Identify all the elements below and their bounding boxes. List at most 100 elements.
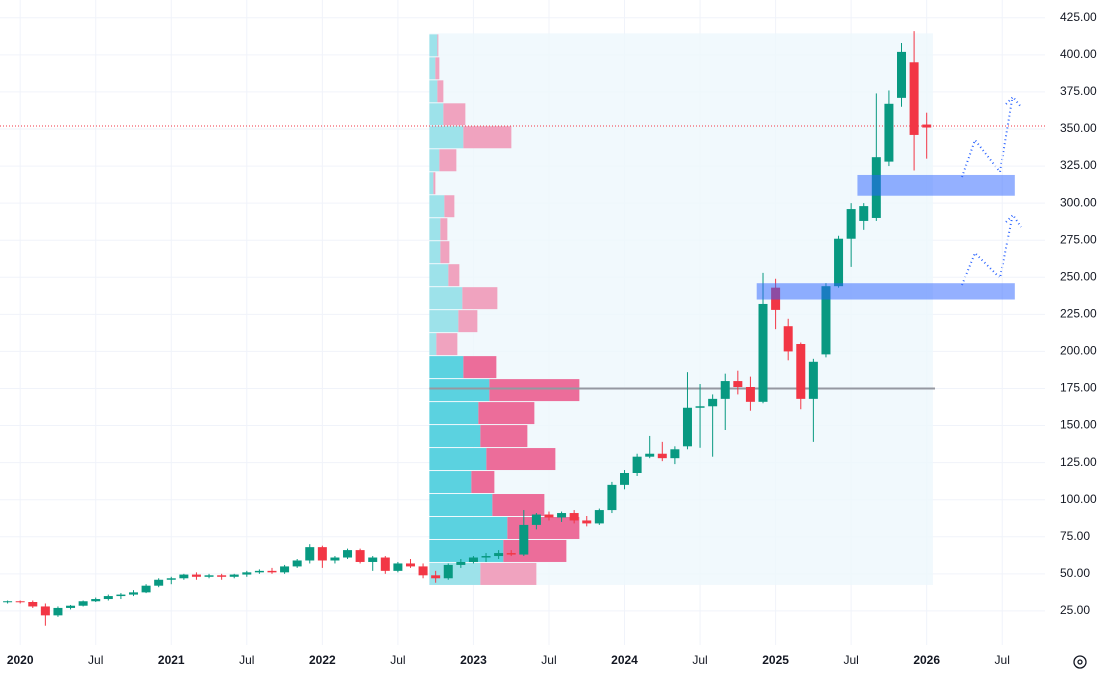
candle-body bbox=[519, 524, 529, 555]
profile-up bbox=[429, 149, 440, 172]
profile-down bbox=[478, 402, 535, 425]
candle-body bbox=[468, 557, 478, 562]
settings-icon[interactable] bbox=[1073, 655, 1087, 669]
candle-body bbox=[66, 605, 76, 608]
profile-up bbox=[429, 310, 459, 333]
candle-body bbox=[254, 570, 264, 573]
candle-body bbox=[204, 575, 214, 577]
profile-up bbox=[429, 172, 434, 195]
candle-body bbox=[380, 557, 390, 571]
profile-up bbox=[429, 57, 436, 80]
candle-body bbox=[78, 601, 88, 606]
profile-up bbox=[429, 34, 438, 57]
profile-down bbox=[443, 103, 466, 126]
candle-body bbox=[443, 564, 453, 579]
x-tick-label: Jul bbox=[692, 653, 707, 667]
y-tick-label: 225.00 bbox=[1060, 307, 1097, 321]
candle-body bbox=[393, 563, 403, 571]
profile-up bbox=[429, 218, 441, 241]
candle-body bbox=[330, 557, 340, 561]
profile-down bbox=[507, 517, 580, 539]
profile-down bbox=[440, 241, 450, 264]
x-tick-label: 2025 bbox=[762, 653, 789, 667]
candle-body bbox=[808, 361, 818, 399]
y-tick-label: 350.00 bbox=[1060, 121, 1097, 135]
candle-body bbox=[531, 514, 541, 525]
forecast-path bbox=[961, 99, 1013, 178]
candle-body bbox=[544, 514, 554, 518]
candle-body bbox=[745, 387, 755, 402]
candle-body bbox=[53, 607, 63, 616]
candle-body bbox=[494, 553, 504, 557]
profile-down bbox=[480, 425, 528, 448]
candle-body bbox=[317, 547, 327, 561]
profile-up bbox=[429, 494, 493, 516]
candle-body bbox=[582, 520, 592, 524]
settings-gear[interactable] bbox=[1073, 655, 1087, 669]
x-tick-label: 2021 bbox=[158, 653, 185, 667]
profile-down bbox=[462, 287, 498, 310]
y-tick-label: 375.00 bbox=[1060, 84, 1097, 98]
candle-body bbox=[242, 572, 252, 575]
profile-down bbox=[471, 471, 495, 494]
y-tick-label: 150.00 bbox=[1060, 418, 1097, 432]
candle-body bbox=[620, 473, 630, 485]
profile-up bbox=[429, 103, 444, 126]
candle-body bbox=[922, 124, 932, 128]
y-tick-label: 325.00 bbox=[1060, 158, 1097, 172]
candle-body bbox=[506, 553, 516, 555]
x-tick-label: 2022 bbox=[309, 653, 336, 667]
candle-body bbox=[368, 557, 378, 562]
profile-down bbox=[435, 57, 440, 80]
profile-down bbox=[436, 333, 458, 356]
candle-body bbox=[355, 550, 365, 562]
profile-up bbox=[429, 425, 481, 448]
profile-up bbox=[429, 448, 487, 471]
profile-down bbox=[437, 80, 444, 103]
profile-range bbox=[429, 33, 933, 585]
settings-gear-hub[interactable] bbox=[1077, 659, 1083, 665]
y-tick-label: 25.00 bbox=[1060, 603, 1090, 617]
forecast-arrowhead bbox=[1005, 213, 1022, 228]
candle-body bbox=[128, 592, 138, 595]
profile-up bbox=[429, 379, 490, 402]
y-tick-label: 125.00 bbox=[1060, 455, 1097, 469]
candle-body bbox=[141, 585, 151, 593]
x-tick-label: Jul bbox=[843, 653, 858, 667]
profile-down bbox=[440, 218, 448, 241]
forecast-paths bbox=[961, 95, 1022, 286]
profile-up bbox=[429, 539, 504, 562]
candle-body bbox=[280, 566, 290, 573]
candle-body bbox=[859, 206, 869, 221]
candle-body bbox=[708, 398, 718, 407]
profile-down bbox=[492, 494, 545, 516]
profile-down bbox=[489, 379, 580, 402]
candle-body bbox=[456, 561, 466, 565]
candle-body bbox=[796, 344, 806, 399]
candle-body bbox=[720, 381, 730, 399]
candle-body bbox=[267, 570, 277, 573]
y-tick-label: 300.00 bbox=[1060, 195, 1097, 209]
profile-up bbox=[429, 80, 438, 103]
candle-body bbox=[3, 601, 13, 603]
profile-up bbox=[429, 241, 441, 264]
profile-up bbox=[429, 402, 479, 425]
candle-body bbox=[645, 453, 655, 457]
candle-body bbox=[481, 556, 491, 558]
profile-up bbox=[429, 562, 481, 585]
candle-body bbox=[846, 209, 856, 239]
candle-body bbox=[657, 453, 667, 459]
profile-down bbox=[437, 34, 439, 57]
zone bbox=[857, 174, 1015, 196]
candle-body bbox=[405, 563, 415, 567]
candle-body bbox=[116, 594, 126, 597]
candle-body bbox=[217, 575, 227, 577]
candle-body bbox=[557, 513, 567, 518]
candle-body bbox=[682, 407, 692, 447]
zone bbox=[756, 283, 1015, 300]
x-tick-label: Jul bbox=[541, 653, 556, 667]
candle-body bbox=[229, 574, 239, 577]
candle-body bbox=[670, 449, 680, 459]
profile-down bbox=[458, 310, 478, 333]
